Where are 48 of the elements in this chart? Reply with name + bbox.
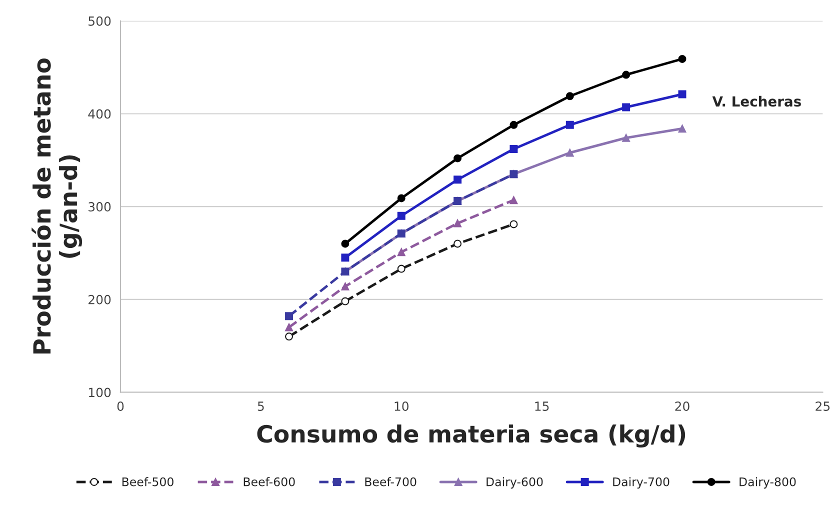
point	[397, 194, 406, 202]
x-tick-label: 25	[816, 402, 830, 411]
point	[622, 103, 630, 112]
point	[622, 70, 630, 79]
point	[397, 264, 406, 273]
annotation: V. Lecheras	[712, 96, 801, 107]
point	[510, 120, 518, 129]
point	[341, 240, 350, 248]
point	[678, 54, 686, 63]
point	[454, 176, 462, 184]
point	[285, 312, 294, 320]
x-tick-label: 0	[117, 402, 124, 411]
point	[341, 297, 350, 306]
point	[285, 323, 294, 332]
legend-label: Beef-500	[122, 477, 174, 486]
point	[622, 134, 630, 142]
y-tick-label: 200	[88, 294, 111, 304]
y-tick-label: 400	[88, 109, 111, 119]
point	[454, 219, 462, 228]
point	[510, 196, 518, 204]
point	[341, 254, 350, 262]
point	[566, 92, 574, 100]
legend-label: Dairy-800	[740, 477, 796, 489]
x-axis-title: Consumo de materia seca (kg/d)	[257, 424, 686, 448]
y-tick-label: 500	[88, 16, 111, 26]
point	[341, 282, 350, 290]
y-tick-label: 300	[88, 202, 111, 212]
y-tick-label: 100	[88, 388, 111, 398]
point	[566, 120, 574, 129]
x-tick-label: 5	[258, 402, 264, 411]
legend-label: Beef-700	[365, 477, 416, 486]
point	[454, 240, 462, 248]
legend-label: Beef-600	[244, 477, 295, 486]
point	[285, 332, 294, 341]
x-tick-label: 10	[394, 402, 408, 411]
point	[510, 220, 518, 228]
point	[566, 148, 574, 157]
point	[397, 248, 406, 256]
point	[678, 124, 686, 133]
x-tick-label: 20	[675, 402, 690, 411]
point	[397, 212, 406, 220]
x-tick-label: 15	[535, 402, 549, 411]
point	[510, 145, 518, 154]
y-axis-title: Producción de metano (g/an-d)	[32, 58, 82, 354]
point	[454, 154, 462, 162]
legend-label: Dairy-700	[613, 477, 670, 489]
legend-label: Dairy-600	[486, 477, 543, 489]
point	[678, 90, 686, 98]
